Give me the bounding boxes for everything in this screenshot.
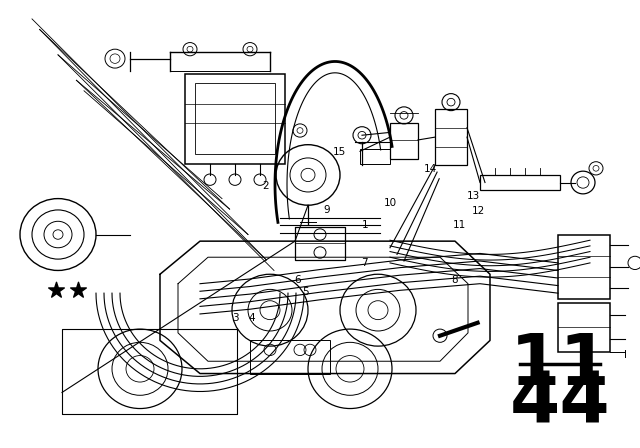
Bar [62, 329, 237, 414]
Point [51, 287, 61, 294]
Text: 1: 1 [362, 220, 368, 229]
Point [73, 287, 83, 294]
Bar [480, 175, 560, 190]
Text: 7: 7 [362, 258, 368, 267]
Text: 9: 9 [323, 205, 330, 215]
Bar [62, 329, 237, 414]
Bar [195, 83, 275, 154]
Text: 12: 12 [472, 206, 485, 216]
Bar [558, 302, 610, 352]
Bar [558, 234, 610, 299]
Text: 14: 14 [424, 164, 436, 174]
Text: 6: 6 [294, 275, 301, 284]
Bar [250, 340, 330, 374]
Bar [390, 123, 418, 159]
Bar [435, 109, 467, 165]
Text: 44: 44 [509, 369, 611, 438]
Bar [360, 150, 390, 164]
Bar [185, 74, 285, 164]
Text: 3: 3 [232, 313, 239, 323]
Text: 11: 11 [453, 220, 466, 229]
Text: 13: 13 [467, 191, 480, 201]
Text: 4: 4 [249, 313, 255, 323]
Text: 2: 2 [262, 181, 269, 191]
Text: 10: 10 [384, 198, 397, 207]
Text: 15: 15 [333, 146, 346, 157]
Text: 8: 8 [451, 275, 458, 284]
Text: 11: 11 [509, 331, 611, 400]
Text: 5: 5 [303, 287, 309, 297]
